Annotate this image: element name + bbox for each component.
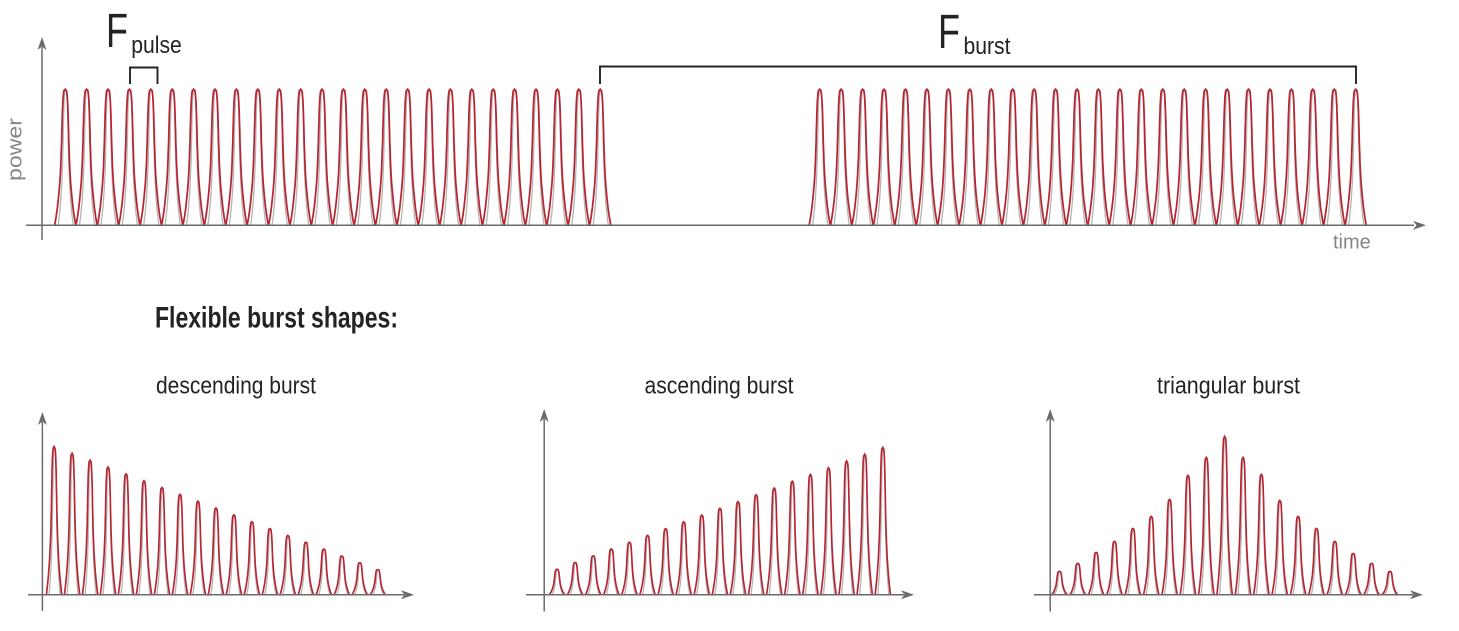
svg-text:burst: burst bbox=[964, 33, 1011, 60]
svg-text:triangular burst: triangular burst bbox=[1157, 372, 1300, 399]
svg-text:F: F bbox=[938, 6, 960, 59]
svg-text:F: F bbox=[106, 5, 128, 58]
svg-text:power: power bbox=[5, 118, 27, 181]
svg-text:pulse: pulse bbox=[131, 32, 182, 59]
svg-text:time: time bbox=[1333, 232, 1371, 254]
svg-text:Flexible burst shapes:: Flexible burst shapes: bbox=[155, 301, 398, 334]
svg-text:ascending burst: ascending burst bbox=[645, 372, 794, 399]
svg-text:descending burst: descending burst bbox=[156, 372, 316, 399]
